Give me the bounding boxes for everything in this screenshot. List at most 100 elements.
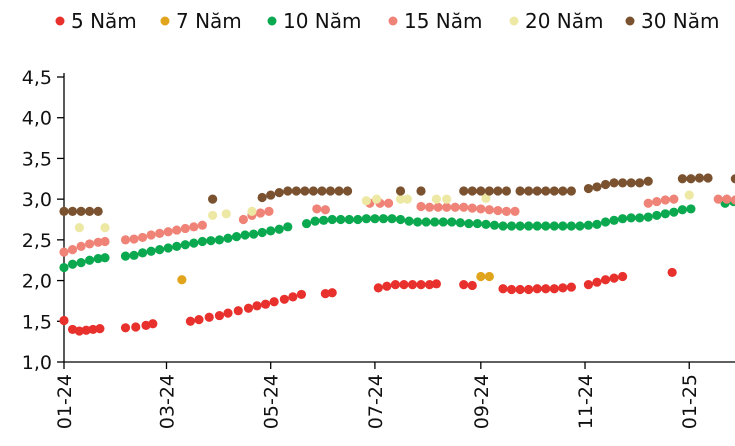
data-point [541, 221, 551, 231]
data-point [387, 214, 397, 224]
data-point [609, 273, 619, 283]
data-point [476, 271, 486, 282]
data-point [532, 284, 542, 294]
data-point [233, 306, 243, 316]
data-point [67, 259, 78, 269]
series-group [59, 196, 735, 273]
data-point [566, 221, 576, 231]
data-point [424, 202, 435, 212]
plot-area [59, 173, 735, 336]
data-point [600, 217, 611, 227]
data-point [206, 236, 216, 246]
data-point [600, 179, 611, 190]
data-point [677, 205, 687, 215]
legend-label: 15 Năm [404, 9, 483, 33]
y-tick-label: 2,0 [22, 271, 52, 293]
legend-label: 30 Năm [641, 9, 720, 33]
data-point [238, 214, 248, 225]
data-point [172, 225, 182, 235]
data-point [395, 186, 406, 196]
data-point [120, 235, 131, 245]
data-point [515, 186, 525, 196]
data-point [431, 194, 442, 204]
series-group [59, 267, 677, 336]
data-point [459, 186, 469, 196]
data-point [643, 212, 653, 222]
data-point [652, 210, 662, 221]
data-point [549, 221, 559, 231]
x-tick-label: 03-24 [156, 374, 178, 429]
data-point [510, 206, 520, 216]
y-tick-label: 4,5 [22, 67, 52, 89]
data-point [467, 280, 477, 291]
data-point [266, 226, 276, 236]
data-point [481, 193, 491, 203]
data-point [459, 202, 469, 212]
legend-marker [160, 16, 170, 26]
data-point [600, 275, 611, 285]
data-point [442, 202, 452, 212]
data-point [194, 315, 204, 325]
data-point [467, 186, 477, 196]
data-point [231, 232, 242, 242]
data-point [291, 186, 301, 196]
data-point [310, 216, 320, 226]
data-point [618, 214, 628, 224]
data-point [81, 325, 91, 335]
data-point [404, 216, 414, 226]
data-point [635, 178, 645, 188]
legend-label: 7 Năm [176, 9, 242, 33]
data-point [88, 324, 98, 335]
data-point [464, 218, 474, 229]
data-point [618, 178, 628, 188]
data-point [301, 218, 312, 229]
data-point [430, 217, 440, 227]
data-point [583, 220, 594, 230]
data-point [730, 174, 735, 184]
legend-marker [388, 16, 398, 26]
data-point [163, 243, 173, 253]
data-point [703, 173, 713, 183]
data-point [155, 245, 165, 255]
data-point [93, 253, 103, 264]
data-point [320, 289, 330, 299]
data-point [327, 288, 337, 298]
data-point [319, 215, 329, 225]
data-point [100, 253, 110, 263]
data-point [74, 326, 84, 336]
data-point [172, 241, 182, 251]
data-point [489, 220, 500, 230]
y-tick-label: 3,5 [22, 148, 52, 170]
data-point [120, 323, 131, 333]
data-point [390, 280, 401, 290]
data-point [336, 214, 346, 225]
x-axis: 01-2403-2405-2407-2409-2411-2401-2503-25… [54, 361, 735, 429]
data-point [279, 294, 289, 304]
data-point [566, 282, 576, 292]
data-point [93, 206, 103, 216]
x-tick-label: 01-25 [679, 374, 701, 429]
data-point [214, 310, 225, 321]
data-point [694, 173, 705, 183]
legend-marker [55, 16, 65, 26]
data-point [95, 324, 105, 334]
data-point [155, 228, 165, 238]
data-point [484, 186, 494, 196]
data-point [399, 280, 409, 290]
data-point [481, 219, 491, 229]
data-point [59, 247, 69, 257]
data-point [137, 248, 148, 258]
data-point [713, 194, 723, 204]
data-point [524, 221, 534, 231]
data-point [501, 206, 512, 216]
data-point [208, 194, 218, 204]
data-point [609, 178, 619, 188]
data-point [592, 182, 602, 192]
series-group [74, 190, 694, 233]
data-point [344, 214, 354, 225]
data-point [635, 213, 645, 223]
data-point [260, 299, 271, 309]
data-point [146, 246, 156, 256]
data-point [558, 283, 568, 293]
data-point [524, 284, 534, 295]
